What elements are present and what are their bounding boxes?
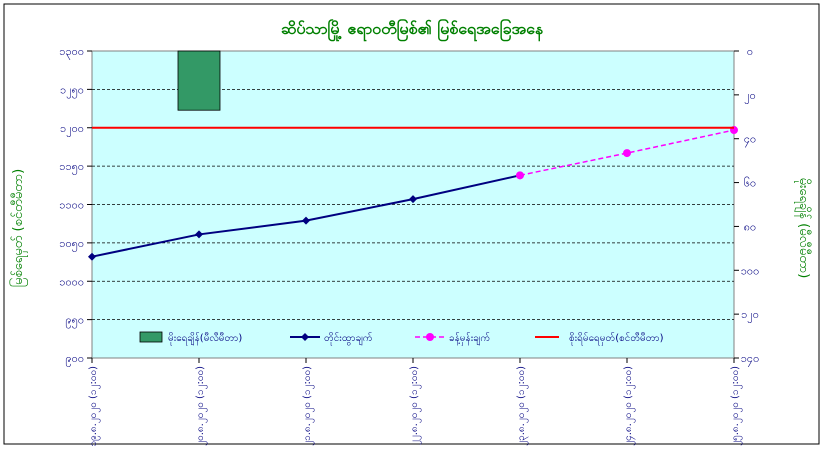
y2-tick-label: ၂၀ xyxy=(744,89,756,104)
forecast-line xyxy=(519,129,735,177)
x-tick-label: ၂၀.၈.၂၀၂၀ (၁၂:၀၀) xyxy=(195,366,208,446)
y2-axis-label: မိုးရေချိန် (မီလီမီတာ) xyxy=(794,178,812,279)
legend-marker xyxy=(426,333,434,341)
legend-label: မိုးရေချိန်(မီလီမီတာ) xyxy=(168,331,242,346)
x-tick-label: ၂၅.၈.၂၀၂၀ (၁၂:၀၀) xyxy=(730,366,743,446)
x-tick-label: ၁၉.၈.၂၀၂၀ (၁၂:၀၀) xyxy=(88,366,101,447)
y-tick-label: ၁၂၅၀ xyxy=(60,83,84,98)
x-tick-label: ၂၄.၈.၂၀၂၀ (၁၂:၀၀) xyxy=(623,366,636,446)
observed-point xyxy=(88,252,96,261)
y-axis-label: မြစ်ရေမှတ် (စင်တီမီတာ) xyxy=(9,169,28,287)
legend-label: စိုးရိမ်ရေမှတ်(စင်တီမီတာ) xyxy=(569,331,664,346)
y2-tick-label: ၈၀ xyxy=(744,220,756,233)
y2-tick-label: ၀ xyxy=(747,45,753,58)
observed-point xyxy=(195,230,203,239)
y-tick-label: ၁၁၀၀ xyxy=(59,199,84,212)
y-tick-label: ၉၅၀ xyxy=(65,314,84,329)
legend: မိုးရေချိန်(မီလီမီတာ) တိုင်းထွာချက် ခန့်မှ… xyxy=(139,331,664,346)
y2-tick-label: ၁၄၀ xyxy=(741,352,760,367)
legend-label: တိုင်းထွာချက် xyxy=(324,331,373,346)
rainfall-bar xyxy=(177,50,221,111)
y-tick-label: ၁၃၀၀ xyxy=(59,45,84,60)
y-tick-label: ၁၀၅၀ xyxy=(59,237,84,252)
y2-tick-label: ၄၀ xyxy=(744,133,756,148)
x-tick-label: ၂၁.၈.၂၀၂၀ (၁၂:၀၀) xyxy=(302,366,315,446)
x-tick-label: ၂၃.၈.၂၀၂၀ (၁၂:၀၀) xyxy=(516,366,529,446)
y2-tick-label: ၆၀ xyxy=(744,177,756,190)
observed-point xyxy=(409,195,417,204)
observed-point xyxy=(302,216,310,225)
legend-marker xyxy=(301,333,309,341)
legend-label: ခန့်မှန်းချက် xyxy=(449,331,490,346)
forecast-point xyxy=(516,171,524,180)
y-tick-label: ၁၂၀၀ xyxy=(60,122,84,137)
y-tick-label: ၁၀၀၀ xyxy=(59,275,84,288)
y-tick-label: ၉၀၀ xyxy=(65,352,84,367)
forecast-point xyxy=(623,149,631,158)
y2-tick-label: ၁၀၀ xyxy=(741,264,760,277)
legend-swatch xyxy=(139,331,163,343)
y2-tick-label: ၁၂၀ xyxy=(741,308,759,323)
y-tick-label: ၁၁၅၀ xyxy=(59,160,84,175)
x-tick-label: ၂၂.၈.၂၀၂၀ (၁၂:၀၀) xyxy=(409,366,422,445)
